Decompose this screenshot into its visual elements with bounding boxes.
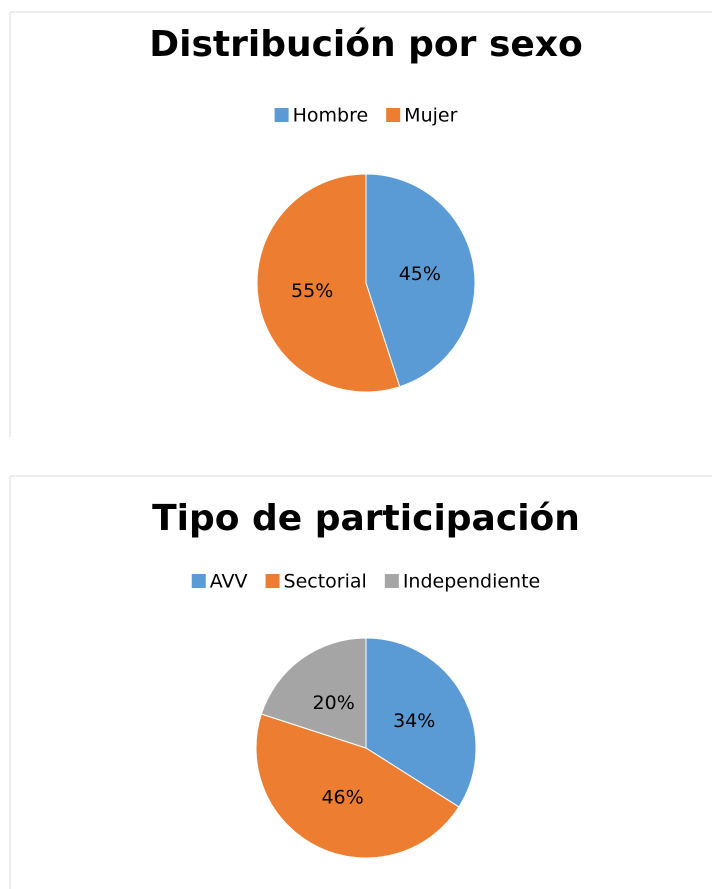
legend-swatch bbox=[384, 574, 399, 588]
chart-title: Distribución por sexo bbox=[149, 24, 583, 65]
legend-swatch bbox=[274, 108, 289, 122]
legend-label: Hombre bbox=[293, 105, 369, 127]
data-label: 20% bbox=[313, 692, 355, 714]
data-label: 46% bbox=[321, 786, 363, 808]
data-label: 55% bbox=[291, 280, 333, 302]
pie-slice bbox=[260, 637, 367, 749]
legend-swatch bbox=[191, 574, 206, 588]
legend-label: Sectorial bbox=[284, 571, 367, 593]
data-label: 34% bbox=[393, 710, 435, 732]
legend-label: Independiente bbox=[403, 571, 540, 593]
pie-slice bbox=[365, 637, 477, 808]
pie-slice bbox=[255, 713, 460, 859]
legend-label: AVV bbox=[210, 571, 248, 593]
legend-label: Mujer bbox=[404, 105, 457, 127]
pie-slice bbox=[256, 173, 401, 393]
data-label: 45% bbox=[399, 263, 441, 285]
chart-title: Tipo de participación bbox=[152, 498, 580, 539]
pie-slice bbox=[365, 173, 476, 388]
legend-swatch bbox=[265, 574, 280, 588]
legend-swatch bbox=[386, 108, 401, 122]
